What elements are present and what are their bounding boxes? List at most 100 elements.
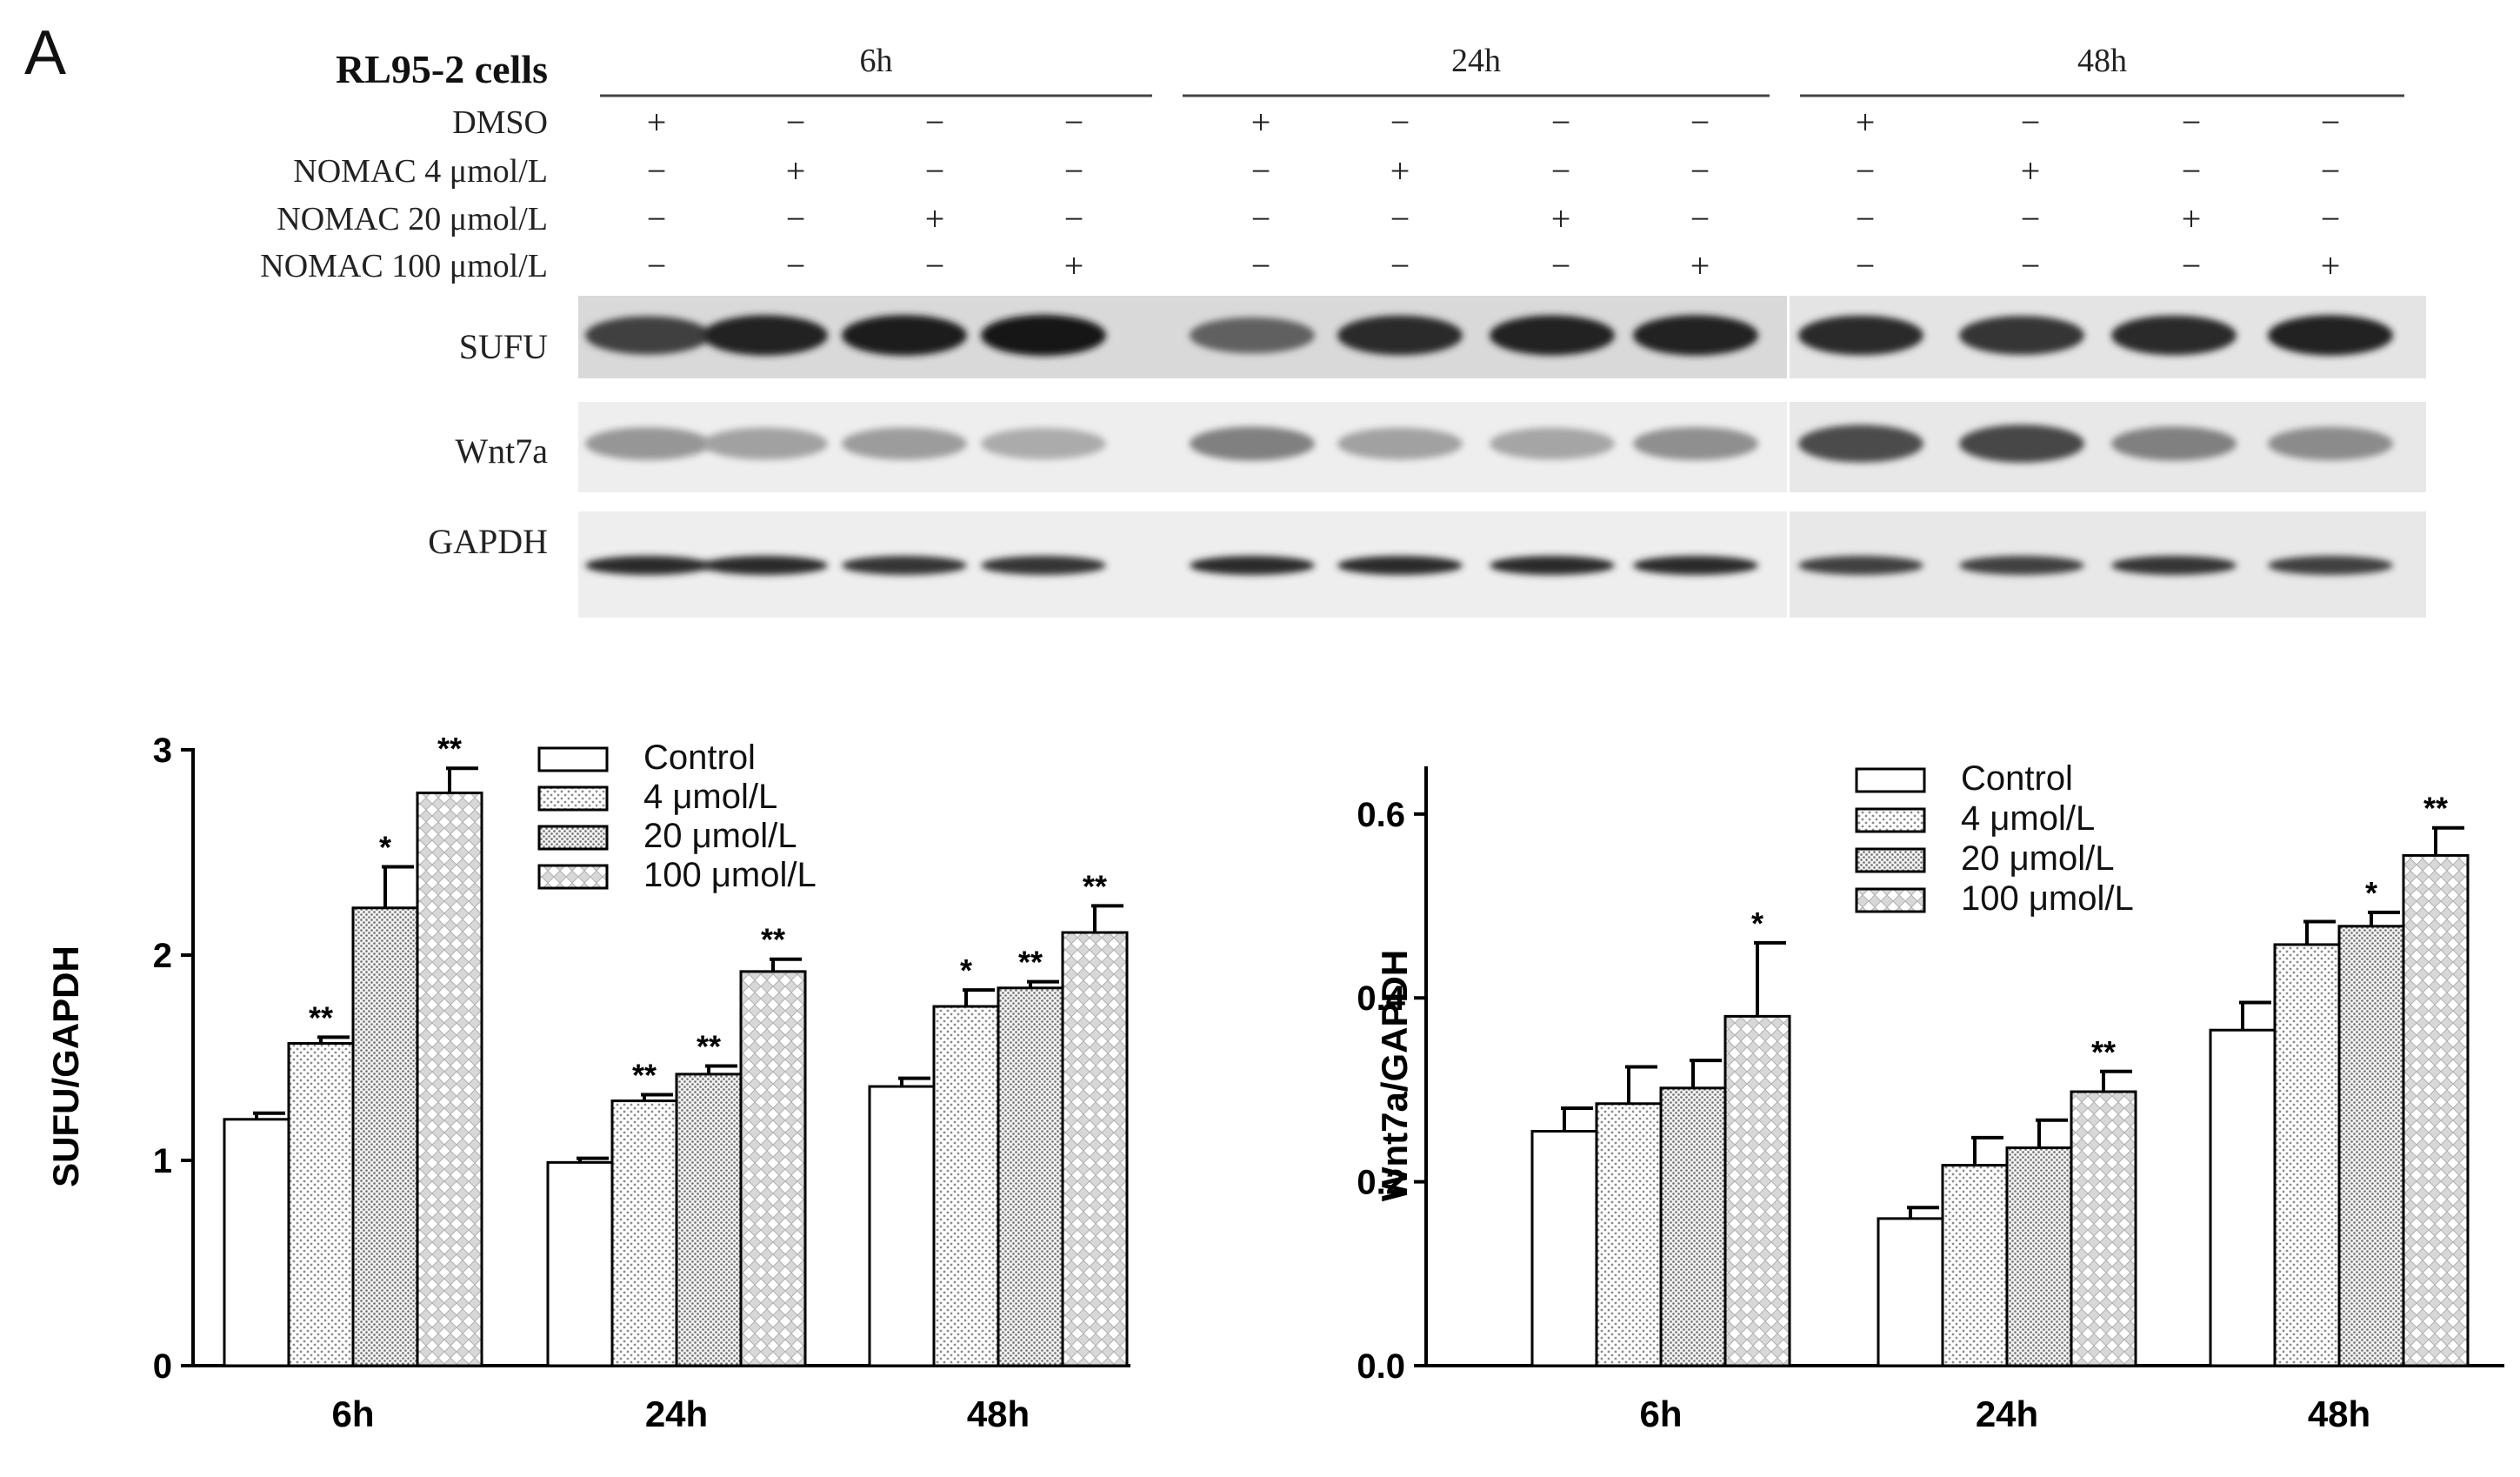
blot-band-sufu bbox=[1959, 316, 2084, 355]
blot-band-sufu bbox=[981, 314, 1106, 357]
y-tick-label: 1 bbox=[153, 1142, 172, 1180]
bar-24h-2 bbox=[2005, 1146, 2073, 1367]
blot-band-sufu bbox=[2268, 315, 2393, 356]
bar-24h-1 bbox=[1941, 1164, 2009, 1367]
legend-swatch bbox=[537, 864, 609, 890]
treatment-sign: − bbox=[925, 103, 945, 142]
treatment-sign: + bbox=[1856, 103, 1876, 142]
treatment-sign: − bbox=[1390, 246, 1410, 285]
treatment-sign: + bbox=[1390, 151, 1410, 190]
wnt7a-bar-chart: 0.00.20.40.6Wnt7a/GAPDH*6h**24h***48hCon… bbox=[1357, 759, 2504, 1434]
significance-label: * bbox=[1751, 906, 1763, 941]
treatment-sign: − bbox=[1551, 103, 1571, 142]
legend-label: 20 μmol/L bbox=[1961, 839, 2114, 878]
x-tick-label: 48h bbox=[967, 1393, 1030, 1434]
bar-6h-3 bbox=[416, 792, 483, 1367]
bar-24h-0 bbox=[1877, 1217, 1944, 1367]
treatment-sign: − bbox=[2021, 199, 2041, 238]
legend-swatch bbox=[1855, 847, 1926, 873]
significance-label: ** bbox=[309, 999, 333, 1035]
treatment-label-0: DMSO bbox=[452, 104, 548, 141]
x-tick-label: 48h bbox=[2308, 1393, 2370, 1434]
x-tick-label: 6h bbox=[331, 1393, 374, 1434]
significance-label: ** bbox=[697, 1028, 721, 1064]
bar-6h-3 bbox=[1723, 1014, 1791, 1367]
legend-swatch bbox=[537, 825, 609, 851]
blot-band-sufu bbox=[1337, 315, 1463, 356]
treatment-sign: + bbox=[2182, 199, 2202, 238]
treatment-sign: − bbox=[786, 246, 806, 285]
blot-band-gapdh bbox=[1959, 556, 2084, 575]
treatment-sign: − bbox=[647, 151, 667, 190]
bar-6h-0 bbox=[1530, 1129, 1598, 1367]
protein-label-gapdh: GAPDH bbox=[428, 522, 548, 561]
treatment-sign: − bbox=[1251, 151, 1271, 190]
legend-swatch bbox=[1855, 887, 1926, 913]
legend-swatch bbox=[1855, 767, 1926, 793]
treatment-sign: − bbox=[1551, 151, 1571, 190]
legend-swatch bbox=[1855, 807, 1926, 833]
blot-band-gapdh bbox=[1490, 556, 1615, 575]
bar-48h-3 bbox=[1061, 931, 1129, 1367]
significance-label: * bbox=[2365, 875, 2377, 911]
blot-band-sufu bbox=[2111, 315, 2237, 356]
x-tick-label: 6h bbox=[1639, 1393, 1682, 1434]
treatment-label-1: NOMAC 4 μmol/L bbox=[293, 153, 548, 190]
significance-label: * bbox=[960, 952, 972, 988]
blot-band-gapdh bbox=[703, 556, 828, 575]
bar-48h-0 bbox=[2209, 1028, 2277, 1367]
treatment-sign: − bbox=[2021, 246, 2041, 285]
blot-band-wnt7a bbox=[1959, 424, 2084, 463]
bar-48h-1 bbox=[932, 1005, 1000, 1367]
treatment-sign: − bbox=[647, 199, 667, 238]
y-axis-title: SUFU/GAPDH bbox=[45, 946, 86, 1187]
significance-label: ** bbox=[437, 731, 462, 766]
treatment-sign: + bbox=[1690, 246, 1710, 285]
y-tick-label: 0.2 bbox=[1357, 1164, 1405, 1202]
y-axis-title: Wnt7a/GAPDH bbox=[1374, 950, 1415, 1201]
blot-band-gapdh bbox=[1337, 556, 1463, 575]
bar-24h-1 bbox=[610, 1099, 678, 1367]
treatment-sign: − bbox=[1064, 103, 1084, 142]
blot-band-gapdh bbox=[2268, 556, 2393, 575]
blot-band-gapdh bbox=[981, 556, 1106, 575]
significance-label: ** bbox=[1018, 945, 1043, 980]
bar-24h-3 bbox=[739, 970, 807, 1367]
treatment-sign: − bbox=[647, 246, 667, 285]
treatment-sign: − bbox=[2321, 199, 2341, 238]
treatment-sign: − bbox=[925, 246, 945, 285]
bar-48h-1 bbox=[2273, 943, 2341, 1367]
blot-band-wnt7a bbox=[2111, 426, 2237, 461]
blot-band-gapdh bbox=[585, 556, 710, 575]
legend-label: 4 μmol/L bbox=[1961, 799, 2095, 838]
blot-band-gapdh bbox=[1633, 556, 1758, 575]
treatment-sign: + bbox=[786, 151, 806, 190]
blot-band-sufu bbox=[1190, 317, 1315, 354]
treatment-sign: − bbox=[925, 151, 945, 190]
treatment-sign: − bbox=[1856, 151, 1876, 190]
treatment-sign: − bbox=[1690, 151, 1710, 190]
treatment-label-3: NOMAC 100 μmol/L bbox=[260, 248, 548, 284]
treatment-sign: − bbox=[2321, 151, 2341, 190]
blot-band-wnt7a bbox=[1633, 426, 1758, 461]
legend-label: 4 μmol/L bbox=[643, 778, 777, 816]
bar-24h-2 bbox=[675, 1073, 743, 1367]
blot-band-sufu bbox=[585, 316, 710, 355]
bar-6h-2 bbox=[1659, 1086, 1727, 1367]
treatment-sign: − bbox=[1251, 246, 1271, 285]
significance-label: ** bbox=[2423, 791, 2448, 826]
cell-line-label: RL95-2 cells bbox=[336, 47, 548, 91]
time-group-label-48h: 48h bbox=[2077, 43, 2127, 79]
treatment-sign: + bbox=[1251, 103, 1271, 142]
treatment-sign: − bbox=[1690, 103, 1710, 142]
protein-label-sufu: SUFU bbox=[459, 327, 548, 366]
bar-48h-0 bbox=[868, 1085, 936, 1367]
treatment-sign: − bbox=[2321, 103, 2341, 142]
treatment-sign: + bbox=[925, 199, 945, 238]
x-tick-label: 24h bbox=[645, 1393, 708, 1434]
treatment-sign: − bbox=[1064, 151, 1084, 190]
treatment-sign: − bbox=[2182, 246, 2202, 285]
